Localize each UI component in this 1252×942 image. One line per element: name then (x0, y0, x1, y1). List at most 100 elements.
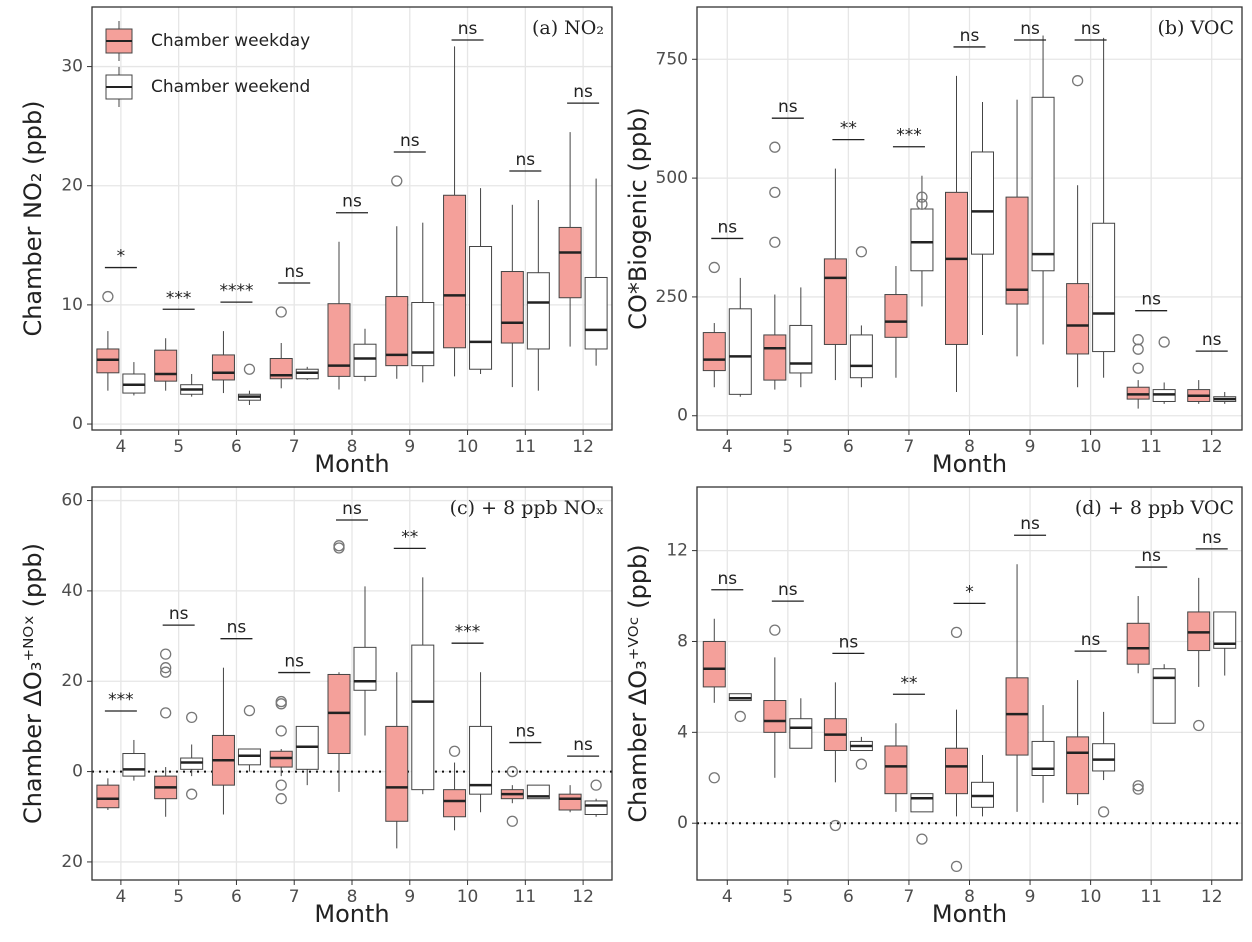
outlier (855, 758, 868, 770)
box (443, 194, 467, 349)
y-tick-label: 20 (61, 176, 83, 196)
significance: ns (1081, 19, 1101, 39)
box (122, 753, 146, 777)
x-tick-label: 11 (515, 887, 537, 907)
x-tick-label: 8 (964, 887, 975, 907)
y-axis-label: Chamber NO₂ (ppb) (19, 100, 47, 336)
box (910, 208, 934, 272)
significance: *** (896, 126, 922, 146)
outlier (275, 779, 287, 791)
outlier (160, 707, 172, 719)
box (500, 271, 524, 344)
significance: ns (169, 604, 189, 624)
x-tick-label: 10 (1080, 887, 1102, 907)
significance: ns (839, 632, 859, 652)
box (154, 349, 178, 382)
box (469, 246, 493, 370)
outlier (1132, 783, 1144, 795)
x-tick-label: 6 (231, 437, 242, 457)
y-tick-label: 60 (61, 491, 83, 511)
outlier (916, 191, 928, 203)
box (584, 276, 608, 350)
box (353, 343, 377, 377)
x-tick-label: 11 (515, 437, 537, 457)
annotation: (d) + 8 ppb VOC (1075, 497, 1234, 519)
x-axis-label: Month (314, 450, 389, 478)
x-tick-label: 9 (404, 437, 415, 457)
x-tick-label: 9 (1025, 887, 1036, 907)
box (1092, 743, 1116, 772)
significance: ** (840, 119, 857, 139)
outlier (160, 662, 172, 674)
outlier (769, 141, 781, 153)
box (1005, 196, 1029, 305)
outlier (1193, 719, 1205, 732)
outlier (769, 186, 781, 199)
significance: ns (573, 82, 593, 102)
x-tick-label: 12 (572, 437, 594, 457)
box (945, 191, 968, 345)
box (789, 324, 813, 374)
x-axis-label: Month (932, 900, 1007, 928)
x-tick-label: 4 (722, 437, 733, 457)
significance: ns (717, 569, 737, 589)
outlier (708, 772, 720, 784)
box (469, 725, 493, 795)
outlier (950, 626, 963, 639)
outlier (1132, 362, 1144, 374)
box (971, 151, 994, 255)
significance: ns (1141, 290, 1161, 310)
outlier (275, 306, 287, 318)
outlier (1132, 343, 1144, 355)
box (558, 226, 582, 299)
box (945, 747, 968, 795)
outlier (1132, 334, 1144, 346)
outlier (916, 198, 928, 210)
y-tick-label: 250 (656, 287, 688, 307)
significance: ns (717, 217, 737, 237)
box (443, 789, 467, 818)
box (411, 644, 435, 791)
y-tick-label: 20 (61, 671, 83, 691)
box (1005, 677, 1029, 756)
x-tick-label: 7 (289, 437, 300, 457)
outlier (950, 860, 963, 873)
box (385, 725, 409, 822)
y-tick-label: 750 (656, 49, 688, 69)
outlier (275, 695, 287, 708)
outlier (160, 648, 172, 660)
x-tick-label: 4 (115, 887, 126, 907)
outlier (391, 175, 403, 187)
box (702, 332, 726, 372)
x-tick-label: 12 (572, 887, 594, 907)
outlier (102, 290, 114, 303)
annotation: (c) + 8 ppb NOₓ (450, 497, 604, 519)
box (1213, 611, 1237, 649)
x-axis-label: Month (314, 900, 389, 928)
outlier (769, 624, 781, 636)
outlier (448, 745, 461, 757)
y-tick-label: 20 (61, 852, 83, 872)
box (849, 334, 873, 379)
box (558, 793, 582, 811)
y-tick-label: 12 (666, 541, 688, 561)
significance: ns (342, 499, 362, 519)
outlier (590, 779, 602, 791)
y-tick-label: 10 (61, 295, 83, 315)
significance: ns (516, 722, 536, 742)
y-tick-label: 0 (677, 406, 688, 426)
y-tick-label: 30 (61, 57, 83, 77)
box (411, 302, 435, 367)
outlier (506, 815, 518, 827)
x-tick-label: 9 (404, 887, 415, 907)
y-tick-label: 8 (677, 631, 688, 651)
outlier (769, 236, 781, 248)
legend-label: Chamber weekday (151, 31, 310, 51)
x-tick-label: 5 (782, 887, 793, 907)
box (789, 718, 813, 749)
x-tick-label: 4 (115, 437, 126, 457)
outlier (1071, 75, 1084, 87)
